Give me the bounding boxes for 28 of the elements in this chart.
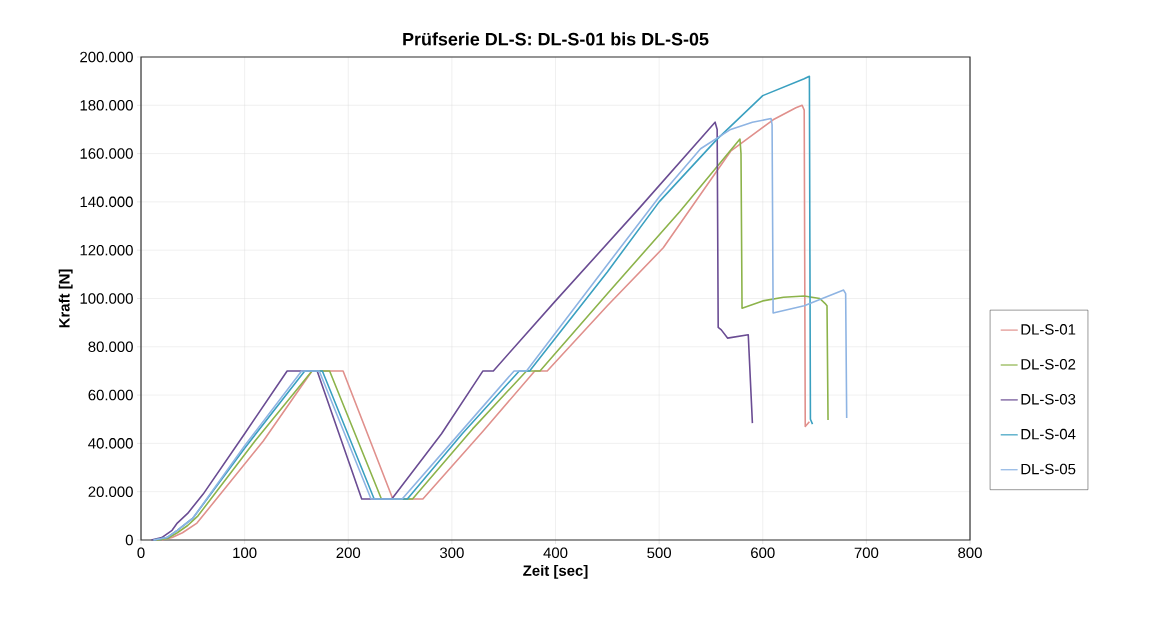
y-tick-label: 160.000 bbox=[80, 148, 133, 159]
legend-label: DL-S-05 bbox=[1021, 463, 1076, 475]
x-axis-title: Zeit [sec] bbox=[523, 564, 588, 579]
y-tick-label: 80.000 bbox=[88, 341, 133, 353]
legend-label: DL-S-02 bbox=[1021, 359, 1076, 370]
legend-label: DL-S-01 bbox=[1021, 324, 1076, 335]
x-tick-label: 300 bbox=[439, 547, 464, 559]
y-tick-label: 200.000 bbox=[80, 51, 133, 63]
x-tick-label: 800 bbox=[958, 547, 982, 559]
x-tick-label: 600 bbox=[751, 547, 775, 559]
y-tick-label: 140.000 bbox=[80, 196, 133, 208]
y-tick-label: 100.000 bbox=[80, 293, 133, 304]
x-tick-label: 200 bbox=[336, 547, 361, 559]
y-axis-title: Kraft [N] bbox=[58, 269, 73, 328]
chart-title: Prüfserie DL-S: DL-S-01 bis DL-S-05 bbox=[403, 32, 709, 46]
y-tick-label: 20.000 bbox=[88, 486, 133, 497]
x-tick-label: 400 bbox=[543, 547, 568, 559]
y-tick-label: 0 bbox=[125, 534, 133, 546]
legend-label: DL-S-03 bbox=[1021, 393, 1076, 405]
x-tick-label: 0 bbox=[137, 547, 145, 559]
y-tick-label: 60.000 bbox=[88, 389, 133, 401]
y-tick-label: 180.000 bbox=[80, 99, 133, 111]
legend-label: DL-S-04 bbox=[1021, 428, 1076, 440]
x-tick-label: 700 bbox=[854, 547, 879, 559]
y-tick-label: 40.000 bbox=[88, 438, 133, 449]
x-tick-label: 500 bbox=[647, 547, 671, 559]
y-tick-label: 120.000 bbox=[80, 244, 133, 256]
x-tick-label: 100 bbox=[233, 547, 257, 559]
